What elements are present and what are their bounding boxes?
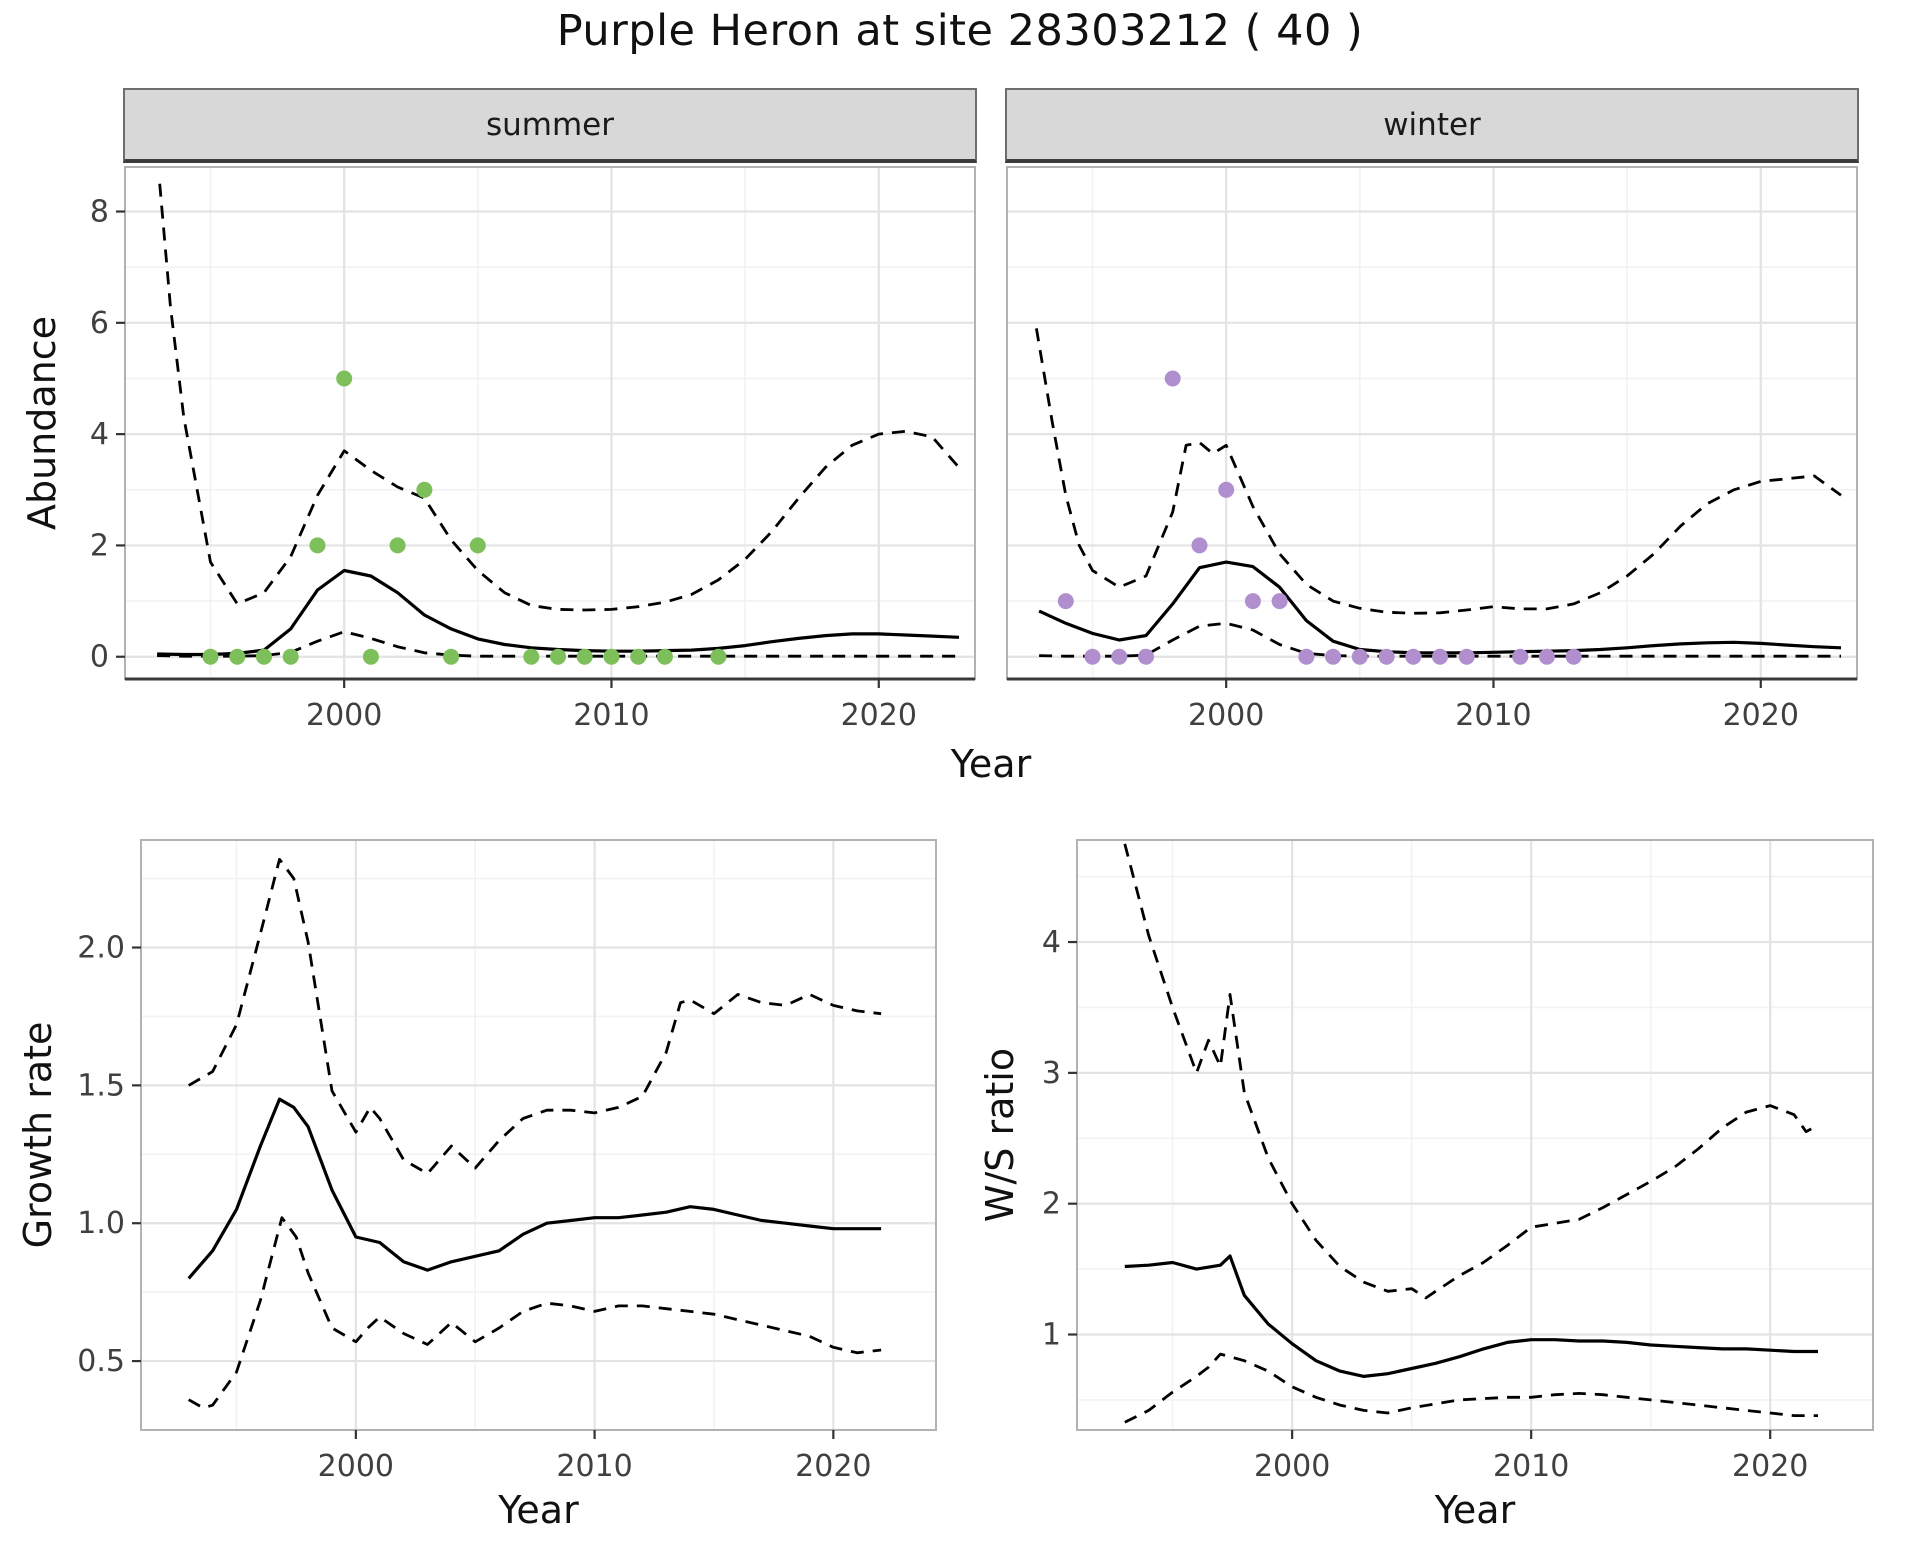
panel-abundance-summer-observed-counts-point: [256, 648, 272, 665]
panel-abundance-winter-observed-counts-point: [1565, 648, 1582, 665]
panel-abundance-summer-observed-counts-point: [202, 648, 219, 665]
panel-abundance-winter-observed-counts-point: [1512, 648, 1529, 665]
panel-abundance-summer-fitted-mean-line: [157, 568, 960, 657]
panel-growth-rate-lower-interval-line: [188, 1216, 882, 1410]
panel-abundance-summer-y-tick-label: 0: [90, 640, 109, 675]
panel-abundance-summer-observed-counts-point: [282, 648, 299, 665]
panel-ws-ratio-y-tick-label: 2: [1042, 1187, 1061, 1222]
panel-growth-rate-y-tick-label: 1.0: [77, 1206, 125, 1241]
panel-abundance-summer-y-tick-label: 8: [90, 195, 109, 230]
panel-abundance-summer-observed-counts-point: [336, 370, 353, 387]
x-axis-label-year-growth: Year: [498, 1488, 579, 1532]
panel-abundance-summer-observed-counts-point: [656, 648, 673, 665]
panel-ws-ratio-lower-interval-line: [1124, 1352, 1818, 1424]
panel-abundance-summer-observed-counts-point: [550, 648, 566, 665]
facet-strip-winter-label: winter: [1383, 106, 1481, 143]
panel-abundance-summer-observed-counts-point: [523, 648, 540, 665]
panel-abundance-summer-observed-counts-point: [630, 648, 647, 665]
panel-abundance-summer-x-tick-label: 2010: [573, 698, 649, 733]
panel-abundance-winter-fitted-mean-line: [1038, 560, 1842, 655]
panel-abundance-winter-observed-counts-point: [1298, 648, 1315, 665]
panel-ws-ratio-y-tick-label: 1: [1042, 1318, 1061, 1353]
panel-abundance-winter-observed-counts-point: [1405, 648, 1422, 665]
panel-abundance-winter-observed-counts-point: [1218, 481, 1235, 498]
panel-growth-rate-fitted-mean-line: [187, 1097, 882, 1280]
panel-abundance-winter-observed-counts-point: [1084, 648, 1101, 665]
panel-abundance-winter-observed-counts-point: [1432, 648, 1448, 665]
panel-abundance-winter-observed-counts-point: [1244, 593, 1261, 610]
panel-growth-rate-x-tick-label: 2020: [795, 1449, 871, 1484]
panel-abundance-summer-observed-counts-point: [229, 648, 246, 665]
facet-strip-winter: winter: [1005, 88, 1859, 163]
chart-title: Purple Heron at site 28303212 ( 40 ): [556, 6, 1364, 56]
panel-abundance-winter: 2000 2010 2020: [1006, 166, 1858, 733]
panel-ws-ratio-upper-interval-line: [1123, 843, 1819, 1300]
panel-abundance-summer-observed-counts-point: [443, 648, 460, 665]
panel-abundance-winter-observed-counts-point: [1191, 537, 1208, 554]
panel-abundance-winter-observed-counts-point: [1164, 370, 1181, 387]
panel-abundance-summer-upper-interval-line: [158, 183, 961, 612]
panel-abundance-summer-y-tick-label: 6: [90, 306, 109, 341]
panel-abundance-winter-x-tick-label: 2000: [1188, 698, 1264, 733]
panel-abundance-winter-observed-counts-point: [1378, 648, 1395, 665]
facet-strip-summer-label: summer: [485, 106, 614, 143]
panel-abundance-winter-upper-interval-line: [1035, 328, 1842, 615]
facet-strip-summer: summer: [123, 88, 977, 163]
panel-ws-ratio-fitted-mean-line: [1124, 1254, 1818, 1379]
panel-growth-rate-y-tick-label: 0.5: [77, 1344, 125, 1379]
panel-abundance-winter-observed-counts-point: [1538, 648, 1555, 665]
x-axis-label-year-ws: Year: [1434, 1488, 1516, 1532]
panel-abundance-winter-observed-counts-point: [1138, 648, 1154, 665]
panel-abundance-winter-lower-interval-line: [1039, 621, 1841, 658]
panel-abundance-winter-x-tick-label: 2020: [1723, 698, 1799, 733]
panel-abundance-summer-observed-counts-point: [469, 537, 486, 554]
x-axis-label-year-top: Year: [950, 742, 1032, 786]
panel-ws-ratio-y-tick-label: 3: [1042, 1056, 1061, 1091]
panel-growth-rate: 2000 2010 2020 0.5 1.0 1.5 2.0: [77, 839, 937, 1484]
panel-abundance-summer-observed-counts-point: [603, 648, 620, 665]
panel-abundance-winter-observed-counts-point: [1458, 648, 1475, 665]
panel-ws-ratio: 2000 2010 2020 1 2 3 4: [1042, 839, 1874, 1484]
panel-abundance-winter-observed-counts-point: [1111, 648, 1128, 665]
panel-abundance-summer-observed-counts-point: [576, 648, 593, 665]
panel-growth-rate-upper-interval-line: [187, 857, 882, 1175]
panel-abundance-summer-y-tick-label: 2: [90, 528, 109, 563]
panel-ws-ratio-border: [1076, 839, 1874, 1431]
panel-growth-rate-x-tick-label: 2010: [556, 1449, 632, 1484]
panel-ws-ratio-x-tick-label: 2010: [1493, 1449, 1569, 1484]
panel-abundance-summer-x-tick-label: 2000: [306, 698, 382, 733]
panel-growth-rate-x-tick-label: 2000: [318, 1449, 394, 1484]
panel-growth-rate-border: [140, 839, 937, 1431]
panel-abundance-summer-observed-counts-point: [362, 648, 379, 665]
panel-abundance-winter-observed-counts-point: [1325, 648, 1342, 665]
panel-ws-ratio-x-tick-label: 2020: [1732, 1449, 1808, 1484]
panel-abundance-summer-border: [124, 166, 976, 680]
panel-abundance-winter-observed-counts-point: [1057, 593, 1074, 610]
panel-abundance-winter-border: [1006, 166, 1858, 680]
panel-abundance-winter-observed-counts-point: [1351, 648, 1368, 665]
panel-abundance-summer-y-tick-label: 4: [90, 417, 109, 452]
panel-growth-rate-y-tick-label: 1.5: [77, 1068, 125, 1103]
panel-abundance-summer-observed-counts-point: [309, 537, 326, 554]
panel-abundance-winter-observed-counts-point: [1271, 593, 1288, 610]
panel-growth-rate-y-tick-label: 2.0: [77, 931, 125, 966]
panel-abundance-winter-x-tick-label: 2010: [1455, 698, 1531, 733]
panel-abundance-summer-observed-counts-point: [416, 481, 433, 498]
panel-abundance-summer-observed-counts-point: [389, 537, 406, 554]
panel-abundance-summer-x-tick-label: 2020: [841, 698, 917, 733]
panel-abundance-summer-observed-counts-point: [710, 648, 727, 665]
panel-abundance-summer: 2000 2010 2020 0 2 4 6 8: [90, 166, 976, 733]
panel-ws-ratio-x-tick-label: 2000: [1254, 1449, 1330, 1484]
panel-ws-ratio-y-tick-label: 4: [1042, 925, 1061, 960]
